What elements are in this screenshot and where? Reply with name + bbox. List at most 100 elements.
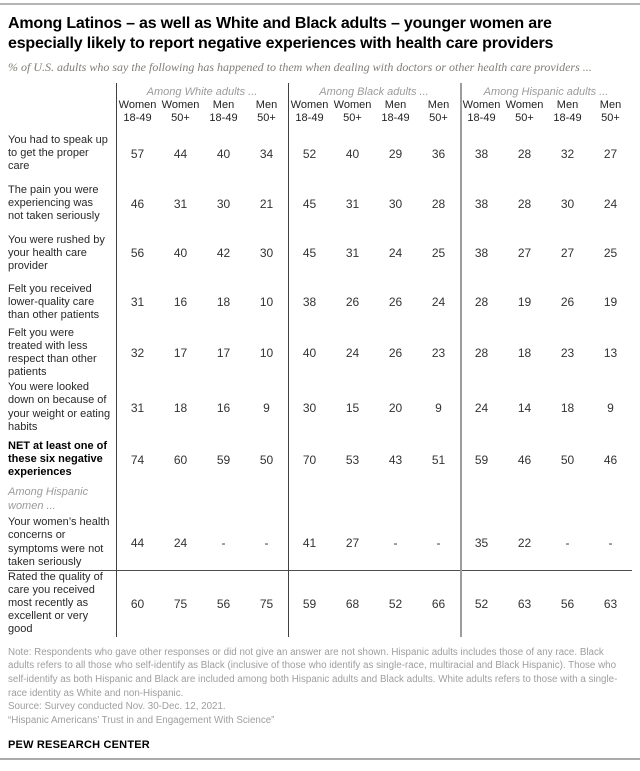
value-cell-0-1: 44 [173, 146, 188, 161]
value-cell-5-9: 14 [517, 400, 532, 415]
value-cell-2-0: 56 [130, 246, 145, 261]
row-label: Rated the quality of care you received m… [8, 570, 103, 636]
column-header-age: 50+ [601, 111, 620, 124]
column-header-row: Women 18-49 Women 50+ Men 18-49 Men 50+ Women 18-… [8, 98, 632, 129]
value-cell-6-6: 43 [388, 452, 403, 467]
value-cell-3-0: 31 [130, 295, 145, 310]
value-cell-0-5: 40 [345, 146, 360, 161]
value-cell-4-0: 32 [130, 346, 145, 361]
value-cell-9-10: 56 [560, 596, 575, 611]
value-cell-4-9: 18 [517, 346, 532, 361]
value-cell-8-1: 24 [173, 535, 188, 550]
value-cell-3-3: 10 [259, 295, 274, 310]
column-header-1: Women 50+ [159, 98, 202, 129]
row-label: NET at least one of these six negative e… [8, 439, 108, 479]
data-table: Among White adults ... Among Black adults… [8, 82, 632, 637]
column-header-age: 18-49 [467, 111, 496, 124]
value-cell-0-10: 32 [560, 146, 575, 161]
value-cell-5-1: 18 [173, 400, 188, 415]
value-cell-9-3: 75 [259, 596, 274, 611]
value-cell-4-10: 23 [560, 346, 575, 361]
column-header-demographic: Men [384, 98, 407, 111]
value-cell-8-6: - [393, 535, 398, 550]
column-header-demographic: Women [333, 98, 372, 111]
value-cell-9-9: 63 [517, 596, 532, 611]
table-divider-white-black [288, 82, 289, 637]
row-label: You were rushed by your health care prov… [8, 233, 105, 272]
value-cell-1-4: 45 [302, 196, 317, 211]
row-label: You had to speak up to get the proper ca… [8, 134, 108, 173]
column-header-demographic: Men [212, 98, 235, 111]
value-cell-4-11: 13 [603, 346, 618, 361]
value-cell-6-9: 46 [517, 452, 532, 467]
value-cell-9-2: 56 [216, 596, 231, 611]
value-cell-1-7: 28 [431, 196, 446, 211]
value-cell-2-8: 38 [474, 246, 489, 261]
value-cell-2-11: 25 [603, 246, 618, 261]
value-cell-1-3: 21 [259, 196, 274, 211]
value-cell-0-0: 57 [130, 146, 145, 161]
column-header-demographic: Men [255, 98, 278, 111]
column-header-age: 18-49 [295, 111, 324, 124]
column-header-demographic: Women [118, 98, 157, 111]
top-rule [0, 3, 640, 5]
value-cell-2-1: 40 [173, 246, 188, 261]
value-cell-4-6: 26 [388, 346, 403, 361]
table-row-4: Felt you were treated with less respect … [8, 327, 632, 380]
value-cell-4-5: 24 [345, 346, 360, 361]
table-row-2: You were rushed by your health care prov… [8, 229, 632, 278]
column-header-10: Men 18-49 [546, 98, 589, 129]
value-cell-8-5: 27 [345, 535, 360, 550]
column-header-7: Men 50+ [417, 98, 460, 129]
value-cell-9-11: 63 [603, 596, 618, 611]
value-cell-5-8: 24 [474, 400, 489, 415]
value-cell-4-4: 40 [302, 346, 317, 361]
value-cell-3-1: 16 [173, 295, 188, 310]
value-cell-1-11: 24 [603, 196, 618, 211]
value-cell-1-10: 30 [560, 196, 575, 211]
column-header-demographic: Men [427, 98, 450, 111]
note-text: Note: Respondents who gave other respons… [8, 646, 618, 699]
value-cell-3-7: 24 [431, 295, 446, 310]
value-cell-0-3: 34 [259, 146, 274, 161]
value-cell-9-4: 59 [302, 596, 317, 611]
value-cell-8-10: - [565, 535, 570, 550]
pew-research-center-wordmark: PEW RESEARCH CENTER [8, 738, 150, 751]
value-cell-5-11: 9 [607, 400, 614, 415]
table-row-0: You had to speak up to get the proper ca… [8, 129, 632, 179]
column-header-8: Women 18-49 [460, 98, 503, 129]
row-label: Your women’s health concerns or symptoms… [8, 516, 110, 568]
value-cell-4-1: 17 [173, 346, 188, 361]
page-title: Among Latinos – as well as White and Bla… [8, 14, 632, 55]
value-cell-3-9: 19 [517, 295, 532, 310]
value-cell-9-7: 66 [431, 596, 446, 611]
column-header-9: Women 50+ [503, 98, 546, 129]
value-cell-5-6: 20 [388, 400, 403, 415]
value-cell-6-1: 60 [173, 452, 188, 467]
value-cell-3-10: 26 [560, 295, 575, 310]
column-header-2: Men 18-49 [202, 98, 245, 129]
value-cell-9-6: 52 [388, 596, 403, 611]
table-row-6: NET at least one of these six negative e… [8, 436, 632, 484]
value-cell-6-0: 74 [130, 452, 145, 467]
row-label: Felt you received lower-quality care tha… [8, 282, 100, 321]
value-cell-4-3: 10 [259, 346, 274, 361]
value-cell-6-10: 50 [560, 452, 575, 467]
value-cell-8-3: - [264, 535, 269, 550]
value-cell-9-0: 60 [130, 596, 145, 611]
column-header-age: 18-49 [381, 111, 410, 124]
value-cell-5-7: 9 [435, 400, 442, 415]
column-header-11: Men 50+ [589, 98, 632, 129]
report-title-text: “Hispanic Americans’ Trust in and Engage… [8, 715, 275, 727]
value-cell-1-8: 38 [474, 196, 489, 211]
report-figure: Among Latinos – as well as White and Bla… [0, 14, 640, 751]
row-label: Felt you were treated with less respect … [8, 326, 97, 379]
value-cell-8-7: - [436, 535, 441, 550]
value-cell-1-6: 30 [388, 196, 403, 211]
value-cell-6-7: 51 [431, 452, 446, 467]
value-cell-3-5: 26 [345, 295, 360, 310]
value-cell-5-2: 16 [216, 400, 231, 415]
column-header-demographic: Men [599, 98, 622, 111]
page-title-line-1: Among Latinos – as well as White and Bla… [8, 15, 552, 32]
section-header: Among Hispanic women ... [8, 485, 89, 512]
